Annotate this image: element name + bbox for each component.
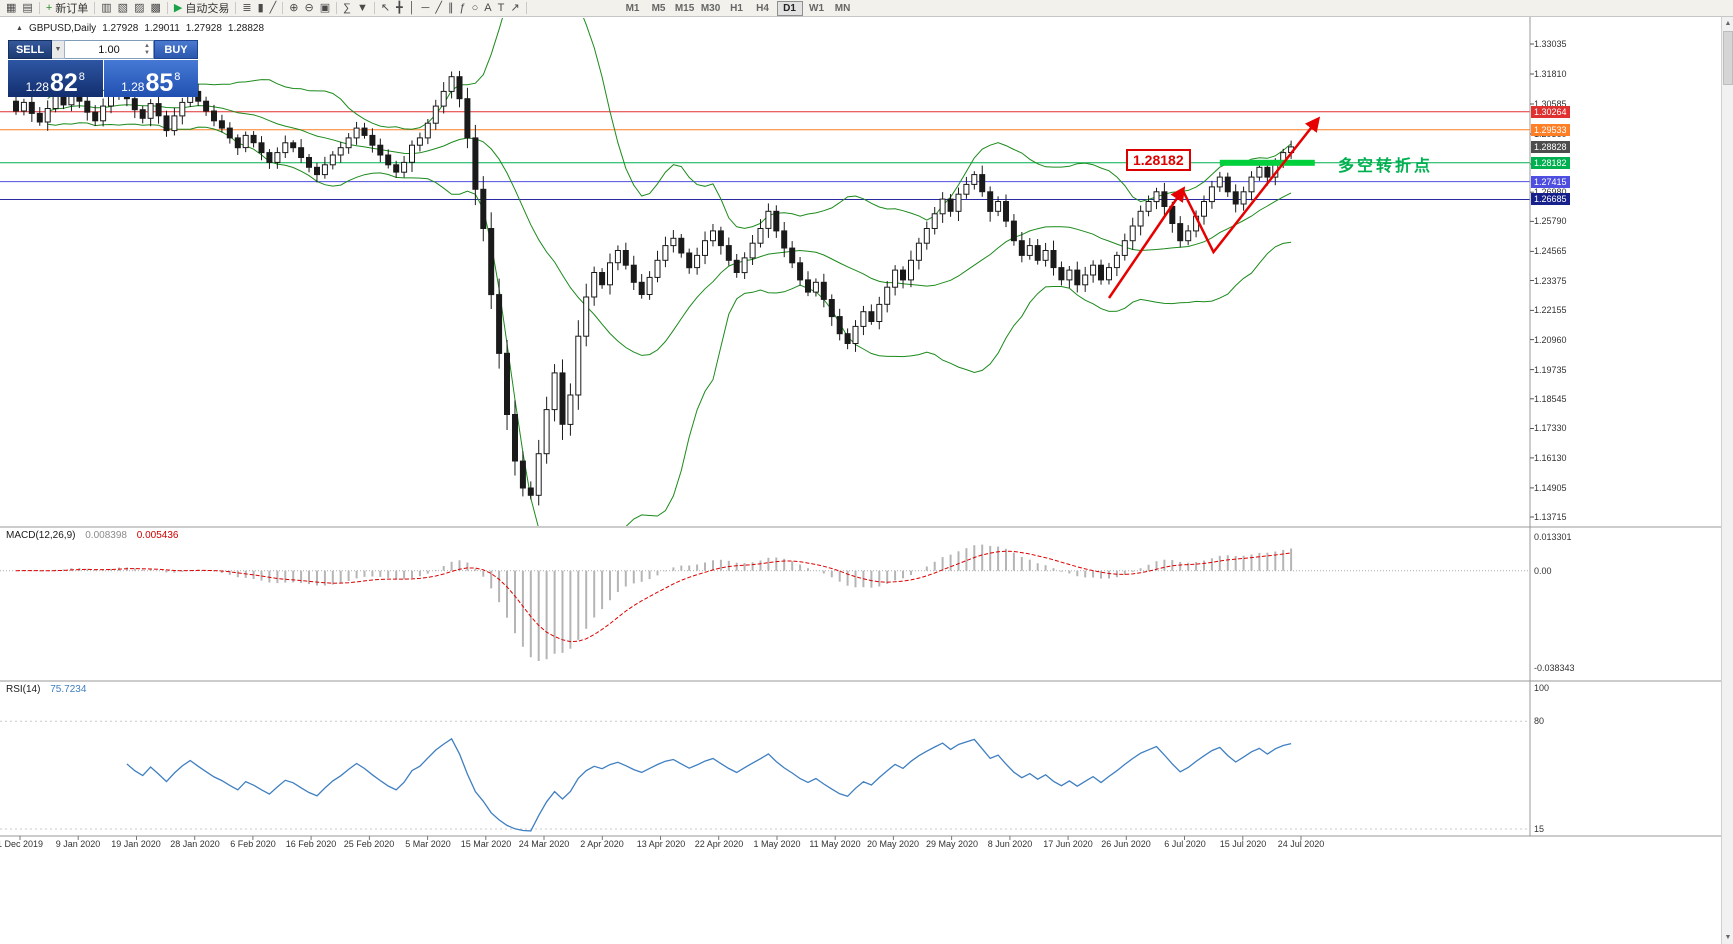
line-chart-icon-glyph: ╱ [269, 1, 277, 14]
lot-increment-icon[interactable]: ▲ [144, 42, 150, 49]
sell-price-big: 82 [49, 69, 78, 97]
cursor-icon[interactable]: ↖ [378, 1, 393, 16]
bar-chart-icon-glyph: ≣ [242, 1, 252, 14]
candlestick-chart-icon-glyph: ▮ [257, 1, 264, 14]
new-chart-icon-glyph: ▦ [6, 1, 17, 14]
profiles-icon[interactable]: ▤ [19, 1, 35, 16]
fibonacci-icon[interactable]: ƒ [456, 1, 468, 16]
tile-windows-icon[interactable]: ▣ [317, 1, 333, 16]
timeframe-toolbar: M1 M5 M15 M30 H1 H4 D1 W1 MN [620, 0, 856, 16]
sell-price-prefix: 1.28 [25, 80, 49, 94]
new-order-button-glyph: + [45, 1, 53, 14]
terminal-icon[interactable]: ▩ [147, 1, 163, 16]
terminal-icon-glyph: ▩ [150, 1, 161, 14]
zoom-in-icon[interactable]: ⊕ [286, 1, 301, 16]
shapes-icon[interactable]: ○ [469, 1, 482, 16]
crosshair-icon-glyph: ╋ [396, 1, 403, 14]
main-toolbar: ▦ ▤ + 新订单 ▥ ▧ ▨ ▩ ▶ 自动交易 ≣ ▮ ╱ ⊕ ⊖ ▣ ∑ ▼ ↖ ╋ │ ─ ╱ ∥ ƒ ○ A T ↗ M1 M5 M1… [0, 0, 1733, 17]
buy-price-pipette: 8 [174, 71, 181, 83]
timeframe-button-mn[interactable]: MN [834, 2, 851, 14]
timeframe-button-h4[interactable]: H4 [756, 2, 769, 14]
autotrading-button-label: 自动交易 [185, 3, 230, 15]
navigator-icon[interactable]: ▨ [131, 1, 147, 16]
new-chart-icon[interactable]: ▦ [3, 1, 19, 16]
toolbar-separator [235, 2, 237, 14]
buy-button[interactable]: BUY [154, 40, 198, 59]
text-icon-glyph: A [484, 1, 492, 14]
line-chart-icon[interactable]: ╱ [267, 1, 280, 16]
shapes-icon-glyph: ○ [471, 1, 479, 14]
vertical-line-icon[interactable]: │ [406, 1, 419, 16]
candlestick-chart-icon[interactable]: ▮ [255, 1, 267, 16]
horizontal-line-icon-glyph: ─ [421, 1, 430, 14]
trendline-icon[interactable]: ╱ [432, 1, 445, 16]
sell-price-pipette: 8 [78, 71, 85, 83]
tile-windows-icon-glyph: ▣ [319, 1, 331, 14]
timeframe-button-m1[interactable]: M1 [625, 2, 640, 14]
buy-price-prefix: 1.28 [121, 80, 145, 94]
channel-icon-glyph: ∥ [447, 1, 454, 14]
timeframe-button-h1[interactable]: H1 [730, 2, 743, 14]
trendline-icon-glyph: ╱ [435, 1, 442, 14]
toolbar-separator [94, 2, 96, 14]
lot-size-field[interactable]: 1.00 ▲ ▼ [65, 40, 154, 59]
lot-decrement-icon[interactable]: ▼ [144, 49, 150, 56]
templates-icon-glyph: ▼ [356, 1, 368, 14]
timeframe-button-m15[interactable]: M15 [674, 2, 695, 14]
bar-chart-icon[interactable]: ≣ [239, 1, 254, 16]
text-label-icon-glyph: T [497, 1, 505, 14]
scroll-down-icon[interactable]: ▼ [1724, 934, 1732, 941]
cursor-icon-glyph: ↖ [380, 1, 391, 14]
toolbar-separator [38, 2, 40, 14]
vertical-scrollbar[interactable]: ▲ ▼ [1721, 17, 1733, 944]
profiles-icon-glyph: ▤ [22, 1, 33, 14]
autotrading-button[interactable]: ▶ 自动交易 [171, 1, 232, 16]
channel-icon[interactable]: ∥ [445, 1, 457, 16]
sell-price-button[interactable]: 1.28 82 8 [8, 60, 103, 97]
horizontal-line-icon[interactable]: ─ [419, 1, 433, 16]
toolbar-separator [166, 2, 168, 14]
new-order-button-label: 新订单 [55, 3, 89, 15]
fibonacci-icon-glyph: ƒ [459, 1, 466, 14]
buy-price-button[interactable]: 1.28 85 8 [103, 60, 198, 97]
market-watch-icon[interactable]: ▥ [98, 1, 114, 16]
vertical-line-icon-glyph: │ [408, 1, 416, 14]
toolbar-separator [336, 2, 338, 14]
indicators-icon-glyph: ∑ [343, 1, 351, 14]
lot-stepper[interactable]: ▲ ▼ [142, 41, 152, 58]
templates-icon[interactable]: ▼ [354, 1, 371, 16]
data-window-icon-glyph: ▧ [117, 1, 129, 14]
timeframe-button-w1[interactable]: W1 [809, 2, 825, 14]
indicators-icon[interactable]: ∑ [340, 1, 354, 16]
zoom-out-icon-glyph: ⊖ [304, 1, 314, 14]
autotrading-button-glyph: ▶ [173, 1, 183, 14]
buy-price-big: 85 [145, 69, 174, 97]
arrows-icon[interactable]: ↗ [507, 1, 522, 16]
arrows-icon-glyph: ↗ [510, 1, 520, 14]
text-icon[interactable]: A [481, 1, 494, 16]
timeframe-button-m30[interactable]: M30 [700, 2, 721, 14]
toolbar-separator [525, 2, 527, 14]
data-window-icon[interactable]: ▧ [115, 1, 131, 16]
timeframe-button-d1[interactable]: D1 [776, 0, 803, 16]
sell-button[interactable]: SELL [8, 40, 52, 59]
lot-size-value: 1.00 [98, 43, 120, 56]
one-click-trading-panel: SELL ▼ 1.00 ▲ ▼ BUY 1.28 82 8 1.28 85 8 [8, 40, 198, 97]
order-type-dropdown[interactable]: ▼ [52, 40, 65, 59]
timeframe-button-m5[interactable]: M5 [651, 2, 666, 14]
navigator-icon-glyph: ▨ [134, 1, 145, 14]
new-order-button[interactable]: + 新订单 [43, 1, 91, 16]
crosshair-icon[interactable]: ╋ [393, 1, 406, 16]
text-label-icon[interactable]: T [495, 1, 508, 16]
toolbar-separator [282, 2, 284, 14]
zoom-in-icon-glyph: ⊕ [289, 1, 299, 14]
scrollbar-thumb[interactable] [1722, 31, 1733, 85]
zoom-out-icon[interactable]: ⊖ [301, 1, 316, 16]
toolbar-separator [373, 2, 375, 14]
market-watch-icon-glyph: ▥ [101, 1, 112, 14]
scroll-up-icon[interactable]: ▲ [1724, 20, 1732, 27]
